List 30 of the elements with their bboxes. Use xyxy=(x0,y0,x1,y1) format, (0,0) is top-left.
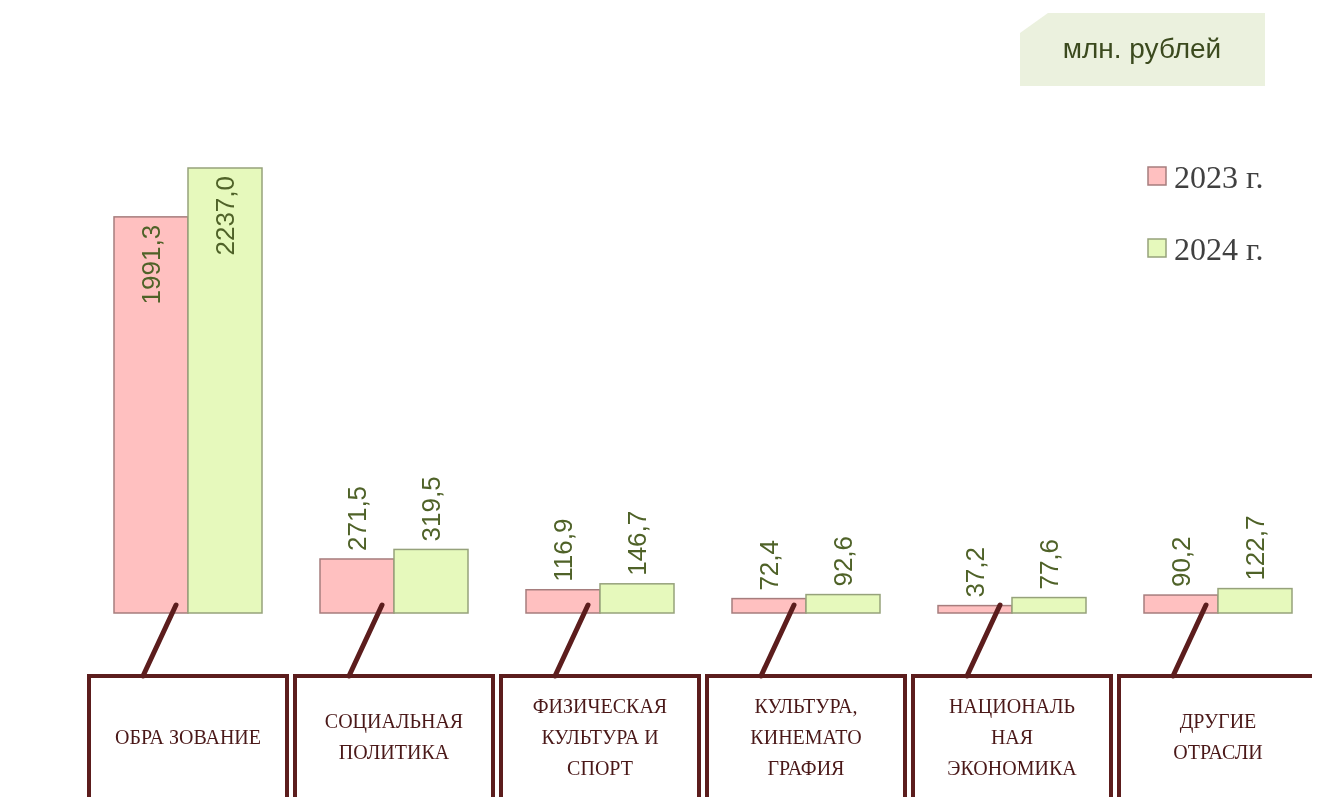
bar xyxy=(599,583,675,614)
text: млн. рублей xyxy=(1062,33,1222,64)
legend-label: 2023 г. xyxy=(1174,159,1264,195)
data-label: 77,6 xyxy=(1034,538,1064,590)
bar xyxy=(1217,587,1293,614)
data-label: 72,4 xyxy=(754,539,784,591)
data-label: 116,9 xyxy=(548,518,578,582)
x-tick-label: ФИЗИЧЕСКАЯ КУЛЬТУРА И СПОРТ xyxy=(532,694,668,779)
x-tick-label: НАЦИОНАЛЬ НАЯ ЭКОНОМИКА xyxy=(947,694,1078,779)
x-tick-label: ДРУГИЕ ОТРАСЛИ xyxy=(1173,710,1263,763)
bar xyxy=(1011,596,1087,614)
data-label: 92,6 xyxy=(828,535,858,587)
bar xyxy=(805,593,881,614)
bar xyxy=(731,597,807,614)
data-label: 2237,0 xyxy=(210,176,240,256)
bar xyxy=(393,548,469,614)
data-label: 122,7 xyxy=(1240,515,1270,581)
data-label: 37,2 xyxy=(960,546,990,598)
bar xyxy=(187,167,263,614)
data-label: 319,5 xyxy=(416,476,446,542)
x-tick-label: СОЦИАЛЬНАЯ ПОЛИТИКА xyxy=(324,710,464,763)
bar xyxy=(1143,594,1219,614)
data-label: 90,2 xyxy=(1166,536,1196,588)
bar xyxy=(937,604,1013,614)
data-label: 1991,3 xyxy=(136,224,166,305)
data-label: 271,5 xyxy=(342,485,372,551)
legend-label: 2024 г. xyxy=(1174,231,1264,267)
x-tick-label: ОБРА ЗОВАНИЕ xyxy=(114,725,262,748)
x-tick-label: КУЛЬТУРА, КИНЕМАТО ГРАФИЯ xyxy=(750,694,862,779)
data-label: 146,7 xyxy=(622,510,652,576)
